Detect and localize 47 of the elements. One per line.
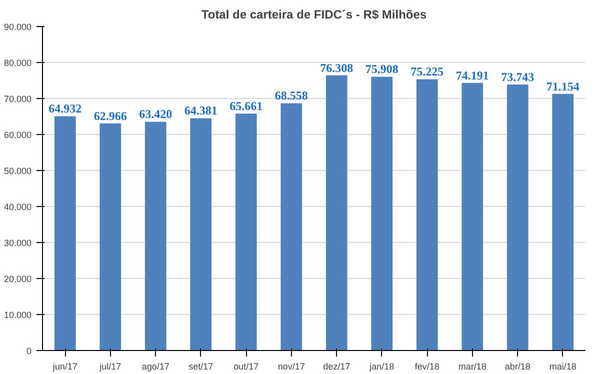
y-tick-label: 70.000 [4,94,32,104]
x-tick-label: set/17 [188,362,214,372]
bar [280,103,302,350]
y-tick-label: 0 [26,346,32,356]
bar [462,82,484,350]
chart-title: Total de carteira de FIDC´s - R$ Milhões [201,8,427,22]
y-tick-label: 50.000 [4,166,32,176]
y-tick-label: 90.000 [4,22,32,32]
data-label: 75.225 [410,64,444,79]
x-tick-label: dez/17 [323,362,350,372]
bar [235,114,257,350]
y-tick-label: 80.000 [4,58,32,68]
x-tick-label: jul/17 [98,362,122,372]
bar [416,79,438,350]
y-tick-label: 20.000 [4,274,32,284]
data-label: 75.908 [365,62,398,76]
y-tick-label: 60.000 [4,130,32,140]
bar [506,84,528,350]
data-label: 65.661 [230,99,263,114]
data-label: 62.966 [94,108,127,123]
data-label: 74.191 [456,68,489,82]
bar [100,123,122,350]
x-tick-label: mar/18 [458,362,486,372]
x-tick-label: abr/18 [504,362,530,372]
x-tick-label: ago/17 [142,362,170,372]
x-tick-label: jun/17 [52,362,78,372]
data-label: 73.743 [501,70,534,84]
x-tick-label: jan/18 [368,362,394,372]
data-label: 63.420 [139,107,172,122]
data-label: 68.558 [274,88,308,103]
y-tick-label: 10.000 [4,310,32,320]
y-tick-label: 30.000 [4,238,32,248]
data-label: 71.154 [546,79,580,94]
bar [190,118,212,350]
bar [371,76,393,350]
x-tick-label: nov/17 [278,362,305,372]
data-label: 76.308 [320,60,354,75]
x-tick-label: mai/18 [549,362,576,372]
data-label: 64.381 [184,104,218,118]
bar [326,75,348,350]
x-tick-label: out/17 [234,362,259,372]
bar [54,116,76,350]
data-label: 64.932 [48,102,82,116]
bar [144,122,166,350]
bar [552,94,574,350]
y-tick-label: 40.000 [4,202,32,212]
x-tick-label: fev/18 [414,362,440,372]
